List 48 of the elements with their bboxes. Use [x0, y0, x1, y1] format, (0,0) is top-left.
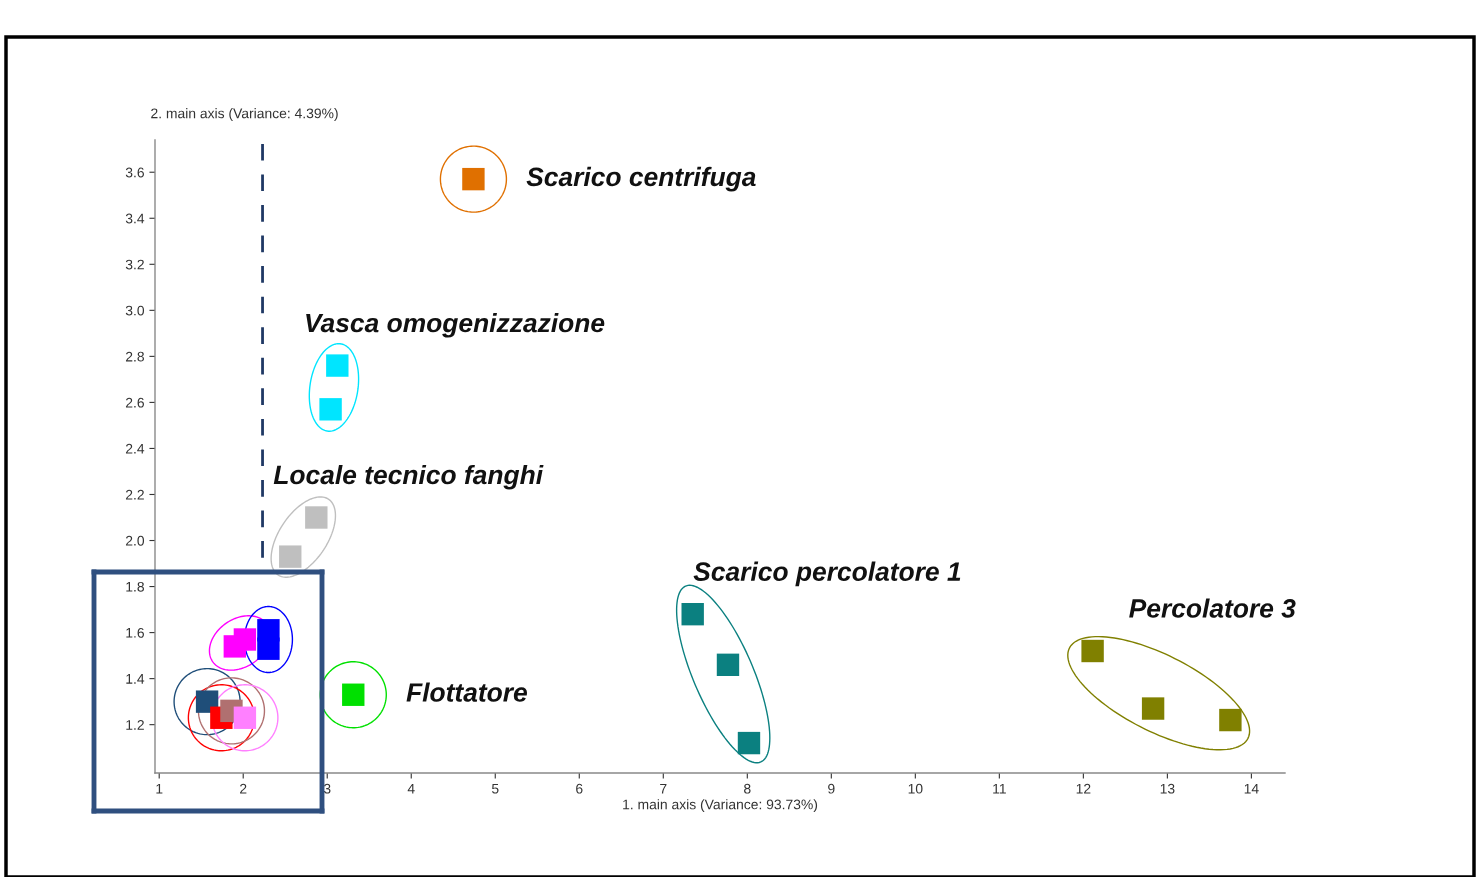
- x-tick-label: 11: [993, 783, 1006, 794]
- point: [211, 684, 279, 752]
- y-tick-label: 3.6: [125, 167, 144, 178]
- series-label: Vasca omogenizzazione: [306, 312, 605, 338]
- y-tick-label: 1.2: [126, 720, 144, 730]
- point: [279, 545, 302, 568]
- point: [326, 354, 349, 377]
- point: [1081, 639, 1104, 663]
- x-tick-label: 8: [744, 783, 751, 794]
- y-tick-label: 2.4: [125, 443, 145, 454]
- x-tick-label: 7: [660, 783, 667, 794]
- point: [439, 145, 508, 213]
- point: [716, 653, 740, 677]
- point: [1219, 708, 1242, 732]
- series-label: Scarico centrifuga: [526, 166, 756, 192]
- y-tick-label: 3.4: [125, 213, 145, 224]
- x-axis-title: 1. main axis (Variance: 93.73%): [623, 799, 818, 813]
- x-tick-label: 6: [576, 783, 583, 794]
- point: [681, 602, 704, 626]
- x-tick-label: 10: [908, 783, 923, 794]
- series-label: Scarico percolatore 1: [693, 561, 961, 587]
- x-tick-label: 5: [491, 783, 499, 794]
- point: [173, 667, 241, 736]
- y-tick-label: 1.6: [126, 627, 144, 638]
- point: [319, 398, 342, 421]
- series-label: Percolatore 3: [1129, 598, 1296, 618]
- y-tick-label: 1.8: [126, 581, 144, 592]
- y-tick-label: 2.8: [125, 351, 144, 362]
- x-tick-label: 1: [156, 783, 163, 794]
- y-axis-title: 2. main axis (Variance: 4.39%): [151, 108, 338, 121]
- x-tick-label: 12: [1076, 783, 1091, 794]
- x-tick-label: 9: [828, 783, 835, 794]
- y-tick-label: 2.0: [125, 535, 145, 546]
- x-tick-label: 2: [240, 783, 247, 794]
- y-tick-label: 3.0: [125, 305, 145, 316]
- y-tick-label: 3.2: [125, 259, 144, 270]
- series-label: Flottatore: [406, 682, 527, 702]
- y-tick-label: 2.2: [125, 489, 144, 500]
- y-tick-label: 1.4: [126, 674, 145, 684]
- series-label: Locale tecnico fanghi: [273, 464, 544, 490]
- point: [305, 506, 328, 529]
- x-tick-label: 3: [323, 783, 331, 794]
- point: [1141, 697, 1165, 720]
- x-tick-label: 14: [1244, 783, 1259, 794]
- point: [737, 731, 761, 755]
- x-tick-label: 13: [1160, 783, 1175, 794]
- x-tick-label: 4: [407, 783, 415, 794]
- y-tick-label: 2.6: [125, 397, 144, 408]
